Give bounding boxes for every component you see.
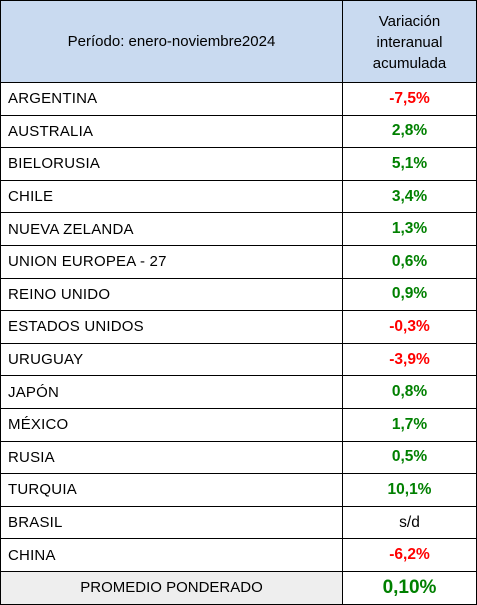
country-cell: REINO UNIDO [0, 277, 343, 312]
variation-header-line: acumulada [372, 55, 447, 72]
value-cell: -7,5% [342, 82, 477, 116]
country-cell: NUEVA ZELANDA [0, 212, 343, 246]
country-cell: ESTADOS UNIDOS [0, 310, 343, 344]
table-footer: PROMEDIO PONDERADO 0,10% [0, 570, 477, 605]
country-cell: MÉXICO [0, 407, 343, 442]
value-cell: 0,8% [342, 375, 477, 409]
country-cell: ARGENTINA [0, 82, 343, 116]
table-row: MÉXICO 1,7% [0, 407, 477, 442]
value-cell: 3,4% [342, 179, 477, 214]
table-header: Período: enero-noviembre2024 Variación i… [0, 0, 477, 83]
value-cell: 2,8% [342, 114, 477, 149]
variation-header: Variación interanual acumulada [342, 0, 477, 83]
value-cell: -3,9% [342, 342, 477, 377]
table-row: RUSIA 0,5% [0, 440, 477, 475]
value-cell: 5,1% [342, 147, 477, 181]
table-row: AUSTRALIA 2,8% [0, 114, 477, 149]
table-row: REINO UNIDO 0,9% [0, 277, 477, 312]
country-cell: URUGUAY [0, 342, 343, 377]
weighted-average-row: PROMEDIO PONDERADO 0,10% [0, 570, 477, 605]
table-row: NUEVA ZELANDA 1,3% [0, 212, 477, 246]
table-row: BIELORUSIA 5,1% [0, 147, 477, 181]
table-row: UNION EUROPEA - 27 0,6% [0, 244, 477, 279]
value-cell: 0,6% [342, 244, 477, 279]
value-cell: s/d [342, 505, 477, 540]
country-cell: CHILE [0, 179, 343, 214]
value-cell: 0,5% [342, 440, 477, 475]
country-cell: AUSTRALIA [0, 114, 343, 149]
value-cell: 1,7% [342, 407, 477, 442]
country-cell: RUSIA [0, 440, 343, 475]
period-header: Período: enero-noviembre2024 [0, 0, 343, 83]
value-cell: 1,3% [342, 212, 477, 246]
value-cell: -0,3% [342, 310, 477, 344]
value-cell: 0,9% [342, 277, 477, 312]
value-cell: -6,2% [342, 538, 477, 572]
table-row: CHINA -6,2% [0, 538, 477, 572]
variation-header-line: interanual [376, 34, 443, 51]
table-row: ESTADOS UNIDOS -0,3% [0, 310, 477, 344]
table-row: JAPÓN 0,8% [0, 375, 477, 409]
table-row: CHILE 3,4% [0, 179, 477, 214]
table-body: ARGENTINA -7,5% AUSTRALIA 2,8% BIELORUSIA 5… [0, 82, 477, 572]
country-cell: BRASIL [0, 505, 343, 540]
table-row: BRASIL s/d [0, 505, 477, 540]
country-cell: JAPÓN [0, 375, 343, 409]
table-row: TURQUIA 10,1% [0, 473, 477, 507]
country-cell: BIELORUSIA [0, 147, 343, 181]
country-cell: UNION EUROPEA - 27 [0, 244, 343, 279]
weighted-average-value: 0,10% [342, 570, 477, 605]
weighted-average-label: PROMEDIO PONDERADO [0, 570, 343, 605]
table-row: ARGENTINA -7,5% [0, 82, 477, 116]
table-row: URUGUAY -3,9% [0, 342, 477, 377]
country-cell: CHINA [0, 538, 343, 572]
value-cell: 10,1% [342, 473, 477, 507]
variation-header-line: Variación [378, 13, 441, 30]
country-cell: TURQUIA [0, 473, 343, 507]
